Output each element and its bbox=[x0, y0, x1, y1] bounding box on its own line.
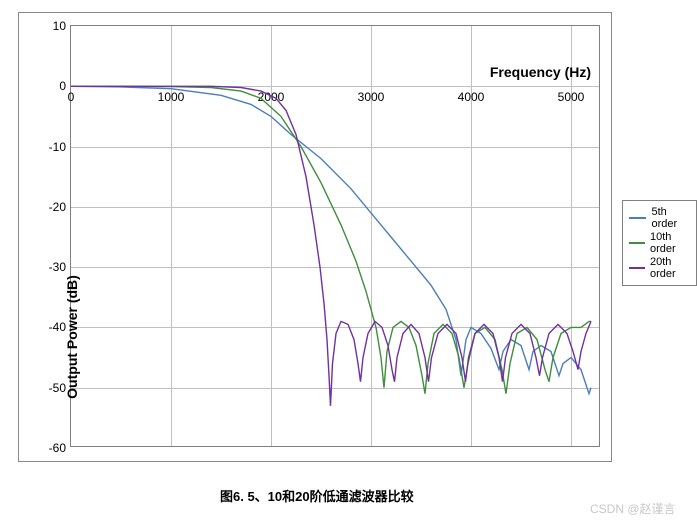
series-line bbox=[71, 86, 591, 393]
watermark: CSDN @赵谨言 bbox=[590, 500, 676, 517]
ytick-label: -10 bbox=[49, 140, 66, 154]
legend-label: 20th order bbox=[650, 256, 690, 280]
legend-label: 5th order bbox=[651, 206, 690, 230]
plot-area: 100-10-20-30-40-50-600100020003000400050… bbox=[70, 25, 600, 447]
ytick-label: -30 bbox=[49, 260, 66, 274]
ytick-label: -60 bbox=[49, 441, 66, 455]
legend-item: 5th order bbox=[629, 206, 690, 230]
legend-item: 20th order bbox=[629, 256, 690, 280]
series-line bbox=[71, 86, 591, 406]
legend-swatch bbox=[629, 242, 645, 244]
legend: 5th order10th order20th order bbox=[622, 200, 697, 286]
ytick-label: 10 bbox=[53, 19, 66, 33]
series-svg bbox=[71, 26, 601, 448]
y-axis-label: Output Power (dB) bbox=[64, 275, 80, 399]
legend-label: 10th order bbox=[650, 231, 690, 255]
legend-item: 10th order bbox=[629, 231, 690, 255]
ytick-label: 0 bbox=[59, 79, 66, 93]
ytick-label: -20 bbox=[49, 200, 66, 214]
legend-swatch bbox=[629, 217, 646, 219]
figure-caption: 图6. 5、10和20阶低通滤波器比较 bbox=[220, 486, 414, 505]
series-line bbox=[71, 86, 591, 393]
legend-swatch bbox=[629, 267, 645, 269]
